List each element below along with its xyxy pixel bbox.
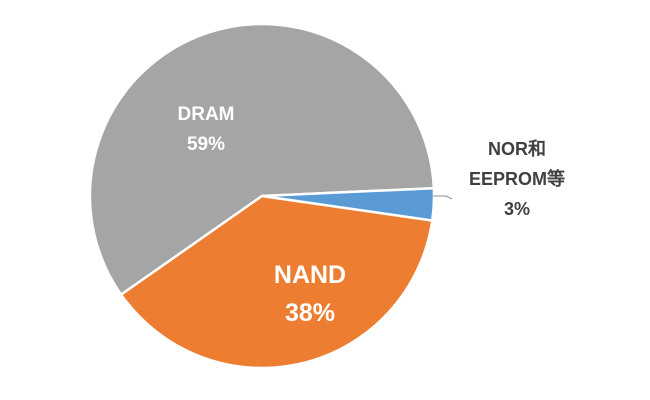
slice-label-group-1: NAND 38% (274, 261, 346, 327)
slice-category-label: NAND (274, 261, 346, 289)
pie-slice-other (260, 186, 436, 222)
labels-layer: DRAM 59% NAND 38% NOR和 EEPROM等 3% (178, 104, 566, 327)
slice-category-label: NOR和 (488, 139, 546, 159)
slice-category-label: DRAM (178, 104, 235, 125)
slice-category-label: EEPROM等 (469, 168, 565, 189)
slice-percent-label: 3% (504, 199, 530, 219)
slices-layer (88, 22, 436, 370)
pie-slice-nand (119, 194, 434, 370)
slice-percent-label: 38% (285, 299, 335, 327)
pie-slice-dram (88, 22, 436, 296)
leader-line (433, 195, 453, 200)
slice-percent-label: 59% (187, 134, 225, 155)
slice-label-group-0: DRAM 59% (178, 104, 235, 155)
slice-label-group-2: NOR和 EEPROM等 3% (469, 139, 565, 219)
